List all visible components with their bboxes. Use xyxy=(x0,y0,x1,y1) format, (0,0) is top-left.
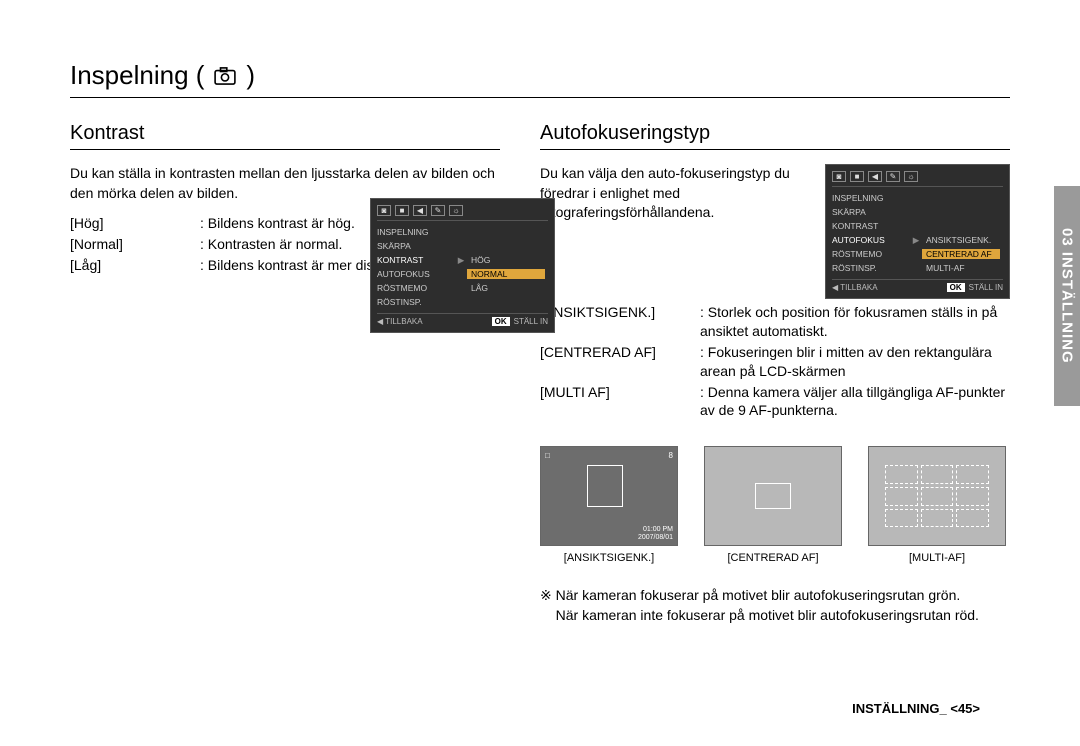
lcd-icon: ☼ xyxy=(449,205,463,216)
lcd-icon: ◀ xyxy=(868,171,882,182)
kontrast-section: Kontrast Du kan ställa in kontrasten mel… xyxy=(70,122,500,626)
kontrast-heading: Kontrast xyxy=(70,122,500,150)
autofokus-section: Autofokuseringstyp Du kan välja den auto… xyxy=(540,122,1010,626)
def-row: [Låg]: Bildens kontrast är mer diskret. xyxy=(70,255,401,276)
page-title-suffix: ) xyxy=(246,60,255,91)
thumb-center: [CENTRERAD AF] xyxy=(704,446,842,564)
lcd-icon: ✎ xyxy=(431,205,445,216)
lcd-icon: ■ xyxy=(850,171,864,182)
autofokus-heading: Autofokuseringstyp xyxy=(540,122,1010,150)
af-thumbnails: □8 01:00 PM 2007/08/01 [ANSIKTSIGENK.] xyxy=(540,446,1010,564)
lcd-icon: ■ xyxy=(395,205,409,216)
lcd-icon: ✎ xyxy=(886,171,900,182)
autofokus-definitions: [ANSIKTSIGENK.]: Storlek och position fö… xyxy=(540,303,1010,420)
lcd-icon: ☼ xyxy=(904,171,918,182)
lcd-camera-icon: ◙ xyxy=(377,205,391,216)
lcd-icon: ◀ xyxy=(413,205,427,216)
kontrast-lcd-preview: ◙ ■ ◀ ✎ ☼ INSPELNING SKÄRPA KONTRAST▶HÖG… xyxy=(370,198,555,333)
page-title-row: Inspelning ( ) xyxy=(70,60,1010,98)
af-note: ※ När kameran fokuserar på motivet blir … xyxy=(540,586,1010,625)
page-footer: INSTÄLLNING_ <45> xyxy=(852,701,980,716)
lcd-camera-icon: ◙ xyxy=(832,171,846,182)
thumb-face: □8 01:00 PM 2007/08/01 [ANSIKTSIGENK.] xyxy=(540,446,678,564)
def-row: [Normal]: Kontrasten är normal. xyxy=(70,234,401,255)
def-row: [Hög]: Bildens kontrast är hög. xyxy=(70,213,401,234)
autofokus-lcd-preview: ◙ ■ ◀ ✎ ☼ INSPELNING SKÄRPA KONTRAST AUT… xyxy=(825,164,1010,299)
kontrast-definitions: [Hög]: Bildens kontrast är hög. [Normal]… xyxy=(70,213,401,276)
side-tab: 03 INSTÄLLNING xyxy=(1054,186,1080,406)
camera-icon xyxy=(214,67,236,85)
autofokus-intro: Du kan välja den auto-fokuseringstyp du … xyxy=(540,164,811,289)
page-title: Inspelning ( xyxy=(70,60,204,91)
thumb-multi: [MULTI-AF] xyxy=(868,446,1006,564)
